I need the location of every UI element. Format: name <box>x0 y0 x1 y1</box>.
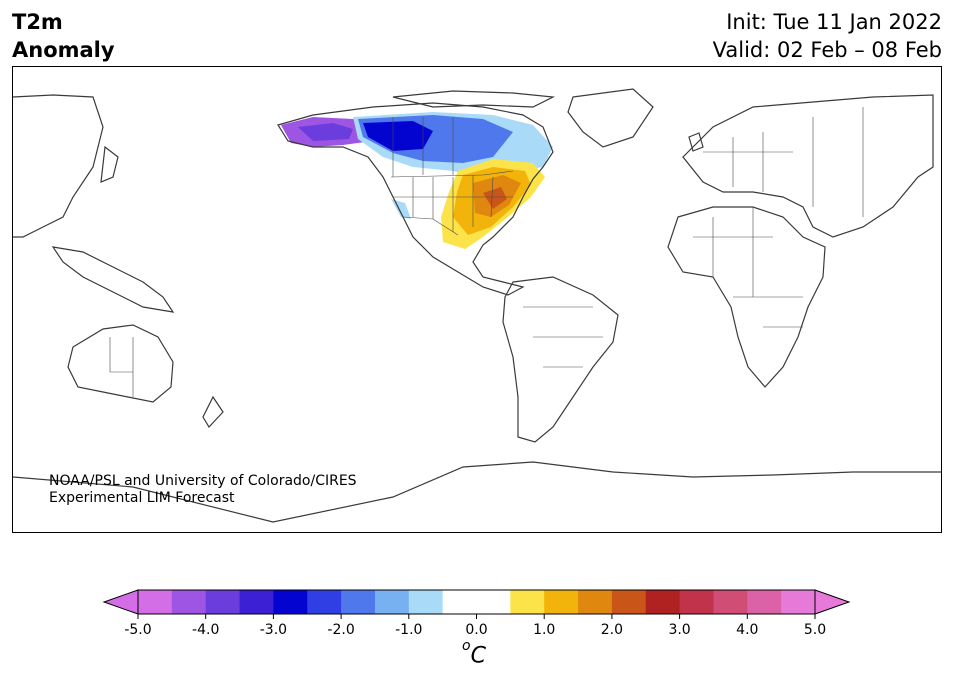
canadian-arctic-outline <box>392 90 556 108</box>
colorbar-tick-label: 1.0 <box>533 622 555 638</box>
credit-line-2: Experimental LIM Forecast <box>49 490 235 506</box>
colorbar-bin <box>476 590 511 614</box>
colorbar-bin <box>510 590 545 614</box>
europe-borders <box>703 107 864 217</box>
colorbar-tick-label: -3.0 <box>260 622 287 638</box>
country-borders <box>109 107 864 397</box>
credit-line-1: NOAA/PSL and University of Colorado/CIRE… <box>49 473 357 489</box>
colorbar-tick-label: -1.0 <box>395 622 422 638</box>
canada-cold-core <box>363 121 433 151</box>
colorbar-bin <box>341 590 376 614</box>
colorbar-bin <box>138 590 173 614</box>
colorbar-tick-label: 2.0 <box>601 622 623 638</box>
new-zealand-outline <box>202 395 224 428</box>
colorbar-tick-label: 5.0 <box>804 622 826 638</box>
colorbar-bin <box>747 590 782 614</box>
colorbar-unit: oC <box>462 638 486 669</box>
colorbar-tick-label: 3.0 <box>668 622 690 638</box>
forecast-dates: Init: Tue 11 Jan 2022 Valid: 02 Feb – 08… <box>713 8 942 64</box>
south-america-borders <box>523 306 603 368</box>
colorbar-bin <box>611 590 647 614</box>
colorbar-bin <box>374 590 410 614</box>
colorbar-under-arrow <box>102 589 139 615</box>
anomaly-layer <box>281 112 553 249</box>
colorbar-tick-label: 4.0 <box>736 622 758 638</box>
greenland-outline <box>567 88 654 148</box>
world-map <box>12 66 942 533</box>
colorbar-bin <box>239 590 274 614</box>
colorbar-bin <box>645 590 681 614</box>
colorbar-bin <box>205 590 241 614</box>
colorbar: -5.0 -4.0 -3.0 -2.0 -1.0 0.0 1.0 2.0 3.0 4.0 5.0 <box>102 589 851 638</box>
credit-text: NOAA/PSL and University of Colorado/CIRE… <box>49 473 357 507</box>
valid-range: Valid: 02 Feb – 08 Feb <box>712 38 942 62</box>
colorbar-bin <box>679 590 714 614</box>
us-state-lines <box>393 175 513 232</box>
map-title: T2m Anomaly <box>12 8 115 64</box>
coastlines <box>13 88 941 523</box>
colorbar-bin <box>408 590 444 614</box>
colorbar-bin <box>171 590 207 614</box>
eastern-us-warm-peak <box>483 187 507 209</box>
australia-borders <box>109 337 134 397</box>
init-date: Init: Tue 11 Jan 2022 <box>726 10 942 34</box>
rockies-cold <box>391 199 411 219</box>
japan-outline <box>100 145 119 183</box>
eurasia-outline <box>682 94 934 238</box>
canada-province-lines <box>392 117 454 177</box>
africa-borders <box>693 207 803 328</box>
antarctica-outline <box>13 461 941 523</box>
colorbar-bin <box>544 590 579 614</box>
map-canvas <box>13 88 941 523</box>
colorbar-bin <box>307 590 342 614</box>
southeast-asia-islands <box>51 246 175 313</box>
variable-label: T2m <box>12 10 63 34</box>
british-isles-outline <box>688 132 704 152</box>
south-america-outline <box>502 276 619 443</box>
east-asia-outline <box>13 94 104 238</box>
colorbar-tick-label: -4.0 <box>192 622 219 638</box>
colorbar-ticks: -5.0 -4.0 -3.0 -2.0 -1.0 0.0 1.0 2.0 3.0 4.0 5.0 <box>124 614 826 638</box>
colorbar-boxes <box>138 590 816 614</box>
colorbar-tick-label: 0.0 <box>465 622 487 638</box>
colorbar-tick-label: -2.0 <box>327 622 354 638</box>
colorbar-bin <box>442 590 477 614</box>
us-canada-border <box>390 170 514 178</box>
colorbar-tick-label: -5.0 <box>124 622 151 638</box>
quantity-label: Anomaly <box>12 38 115 62</box>
africa-outline <box>667 206 826 388</box>
colorbar-bin <box>273 590 308 614</box>
colorbar-bin <box>781 590 816 614</box>
degree-symbol: o <box>462 638 471 654</box>
unit-celsius: C <box>470 643 486 669</box>
australia-outline <box>67 324 174 403</box>
alaska-cold-core <box>298 123 353 141</box>
north-america-outline <box>277 102 554 296</box>
colorbar-over-arrow <box>814 589 851 615</box>
colorbar-bin <box>578 590 613 614</box>
colorbar-bin <box>713 590 748 614</box>
